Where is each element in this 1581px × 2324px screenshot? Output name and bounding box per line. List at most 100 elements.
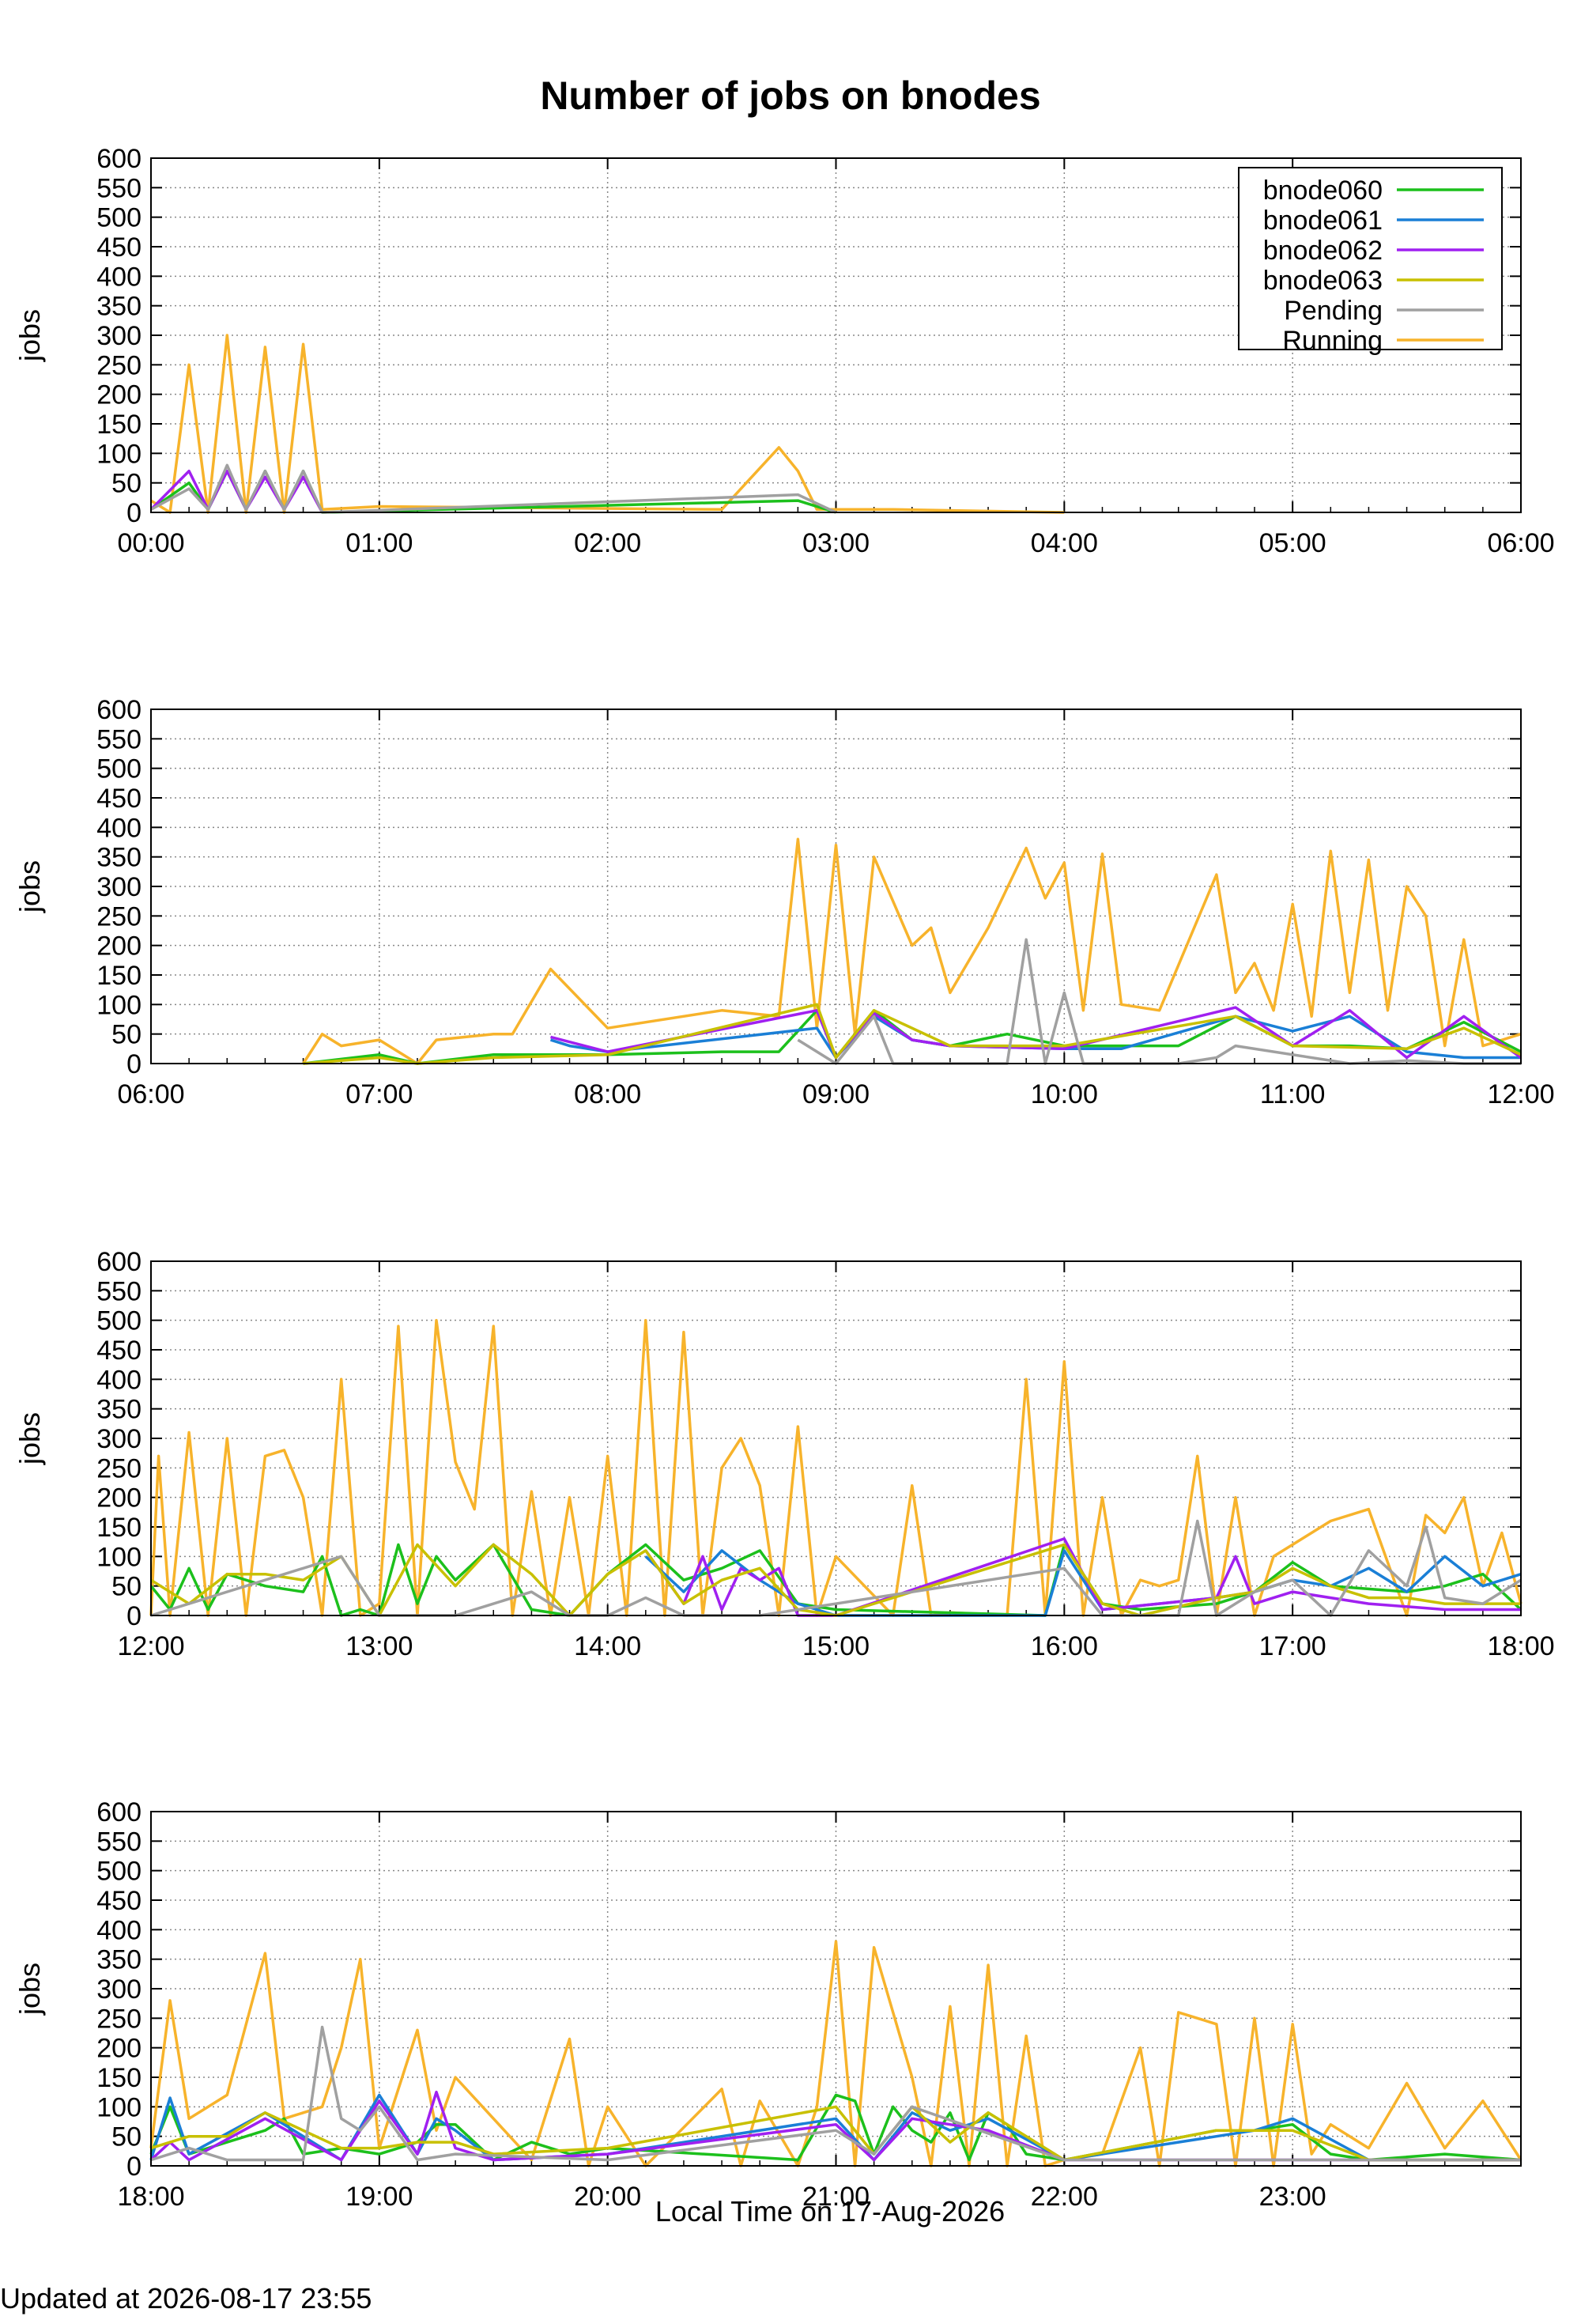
x-tick-label: 22:00 [1031,2182,1098,2212]
legend-label: bnode060 [1263,176,1383,206]
y-tick-label: 0 [126,498,141,528]
y-tick-label: 250 [96,2004,141,2034]
y-tick-label: 450 [96,1336,141,1366]
y-tick-label: 50 [111,469,141,499]
x-tick-label: 21:00 [802,2182,870,2212]
y-tick-label: 200 [96,2034,141,2064]
y-tick-label: 450 [96,1886,141,1916]
y-tick-label: 450 [96,784,141,814]
y-tick-label: 450 [96,232,141,263]
series-line-pending [150,2025,1521,2162]
y-tick-label: 200 [96,1483,141,1513]
x-tick-label: 12:00 [117,1631,184,1661]
x-tick-label: 20:00 [574,2182,641,2212]
legend-label: bnode062 [1263,236,1383,266]
y-tick-label: 250 [96,350,141,380]
y-tick-label: 300 [96,1424,141,1454]
legend-label: bnode063 [1263,266,1383,296]
y-tick-label: 550 [96,1827,141,1857]
x-tick-label: 07:00 [345,1079,413,1109]
legend-label: Running [1282,326,1383,356]
y-tick-label: 100 [96,1542,141,1572]
x-tick-label: 11:00 [1260,1079,1326,1109]
x-tick-label: 19:00 [345,2182,413,2212]
y-tick-label: 150 [96,961,141,991]
x-tick-label: 02:00 [574,528,641,558]
plot-frame [150,157,1522,513]
plot-frame [150,709,1522,1064]
y-tick-label: 500 [96,1857,141,1887]
x-tick-label: 04:00 [1031,528,1098,558]
x-tick-label: 16:00 [1031,1631,1098,1661]
series-line-pending [797,938,1521,1065]
x-tick-label: 15:00 [802,1631,870,1661]
series-line-running [150,334,1065,514]
x-tick-label: 00:00 [117,528,184,558]
legend-label: bnode061 [1263,206,1383,236]
y-tick-label: 50 [111,2122,141,2152]
y-tick-label: 200 [96,380,141,410]
y-tick-label: 500 [96,1306,141,1336]
y-tick-label: 350 [96,1395,141,1425]
updated-timestamp: Updated at 2026-08-17 23:55 [0,2282,372,2315]
x-tick-label: 12:00 [1487,1079,1554,1109]
series-line-running [149,1940,1523,2167]
x-tick-label: 18:00 [117,2182,184,2212]
y-tick-label: 150 [96,410,141,440]
series-line-bnode062 [644,1537,1521,1617]
x-axis-label: Local Time on 17-Aug-2026 [655,2195,1006,2228]
y-tick-label: 600 [96,144,141,174]
y-tick-label: 300 [96,1974,141,2005]
x-tick-label: 17:00 [1259,1631,1326,1661]
y-tick-label: 550 [96,173,141,203]
y-tick-label: 500 [96,203,141,233]
y-tick-label: 400 [96,262,141,292]
plot-frame [150,1260,1522,1616]
x-tick-label: 09:00 [802,1079,870,1109]
x-tick-label: 03:00 [802,528,870,558]
y-tick-label: 500 [96,754,141,784]
y-tick-label: 400 [96,1365,141,1395]
x-tick-label: 06:00 [1487,528,1554,558]
y-tick-label: 600 [96,695,141,725]
y-tick-label: 250 [96,1453,141,1483]
y-tick-label: 400 [96,1915,141,1945]
y-tick-label: 100 [96,439,141,469]
plot-frame [150,1811,1522,2167]
y-tick-label: 350 [96,1945,141,1975]
y-tick-label: 250 [96,901,141,931]
y-axis-label: jobs [13,1963,46,2016]
legend-box [1238,167,1503,350]
chart-title: Number of jobs on bnodes [540,74,1041,118]
y-axis-label: jobs [13,1412,46,1465]
series-line-running [302,837,1522,1065]
x-tick-label: 14:00 [574,1631,641,1661]
y-tick-label: 350 [96,843,141,873]
y-tick-label: 300 [96,321,141,351]
y-axis-label: jobs [13,309,46,362]
series-line-bnode063 [303,1003,1522,1065]
x-tick-label: 13:00 [345,1631,413,1661]
y-tick-label: 550 [96,724,141,754]
y-tick-label: 150 [96,2063,141,2093]
y-tick-label: 50 [111,1020,141,1050]
x-tick-label: 01:00 [345,528,413,558]
y-tick-label: 600 [96,1797,141,1827]
series-line-bnode063 [150,2105,1521,2162]
y-tick-label: 300 [96,872,141,902]
y-tick-label: 100 [96,990,141,1020]
y-tick-label: 150 [96,1513,141,1543]
x-tick-label: 18:00 [1487,1631,1554,1661]
x-tick-label: 06:00 [117,1079,184,1109]
x-tick-label: 08:00 [574,1079,641,1109]
legend-label: Pending [1284,296,1383,326]
series-line-pending [150,463,837,514]
y-tick-label: 200 [96,931,141,962]
x-tick-label: 05:00 [1259,528,1326,558]
y-axis-label: jobs [13,860,46,913]
y-tick-label: 350 [96,292,141,322]
y-tick-label: 0 [126,1601,141,1631]
y-tick-label: 550 [96,1276,141,1306]
y-tick-label: 600 [96,1247,141,1277]
